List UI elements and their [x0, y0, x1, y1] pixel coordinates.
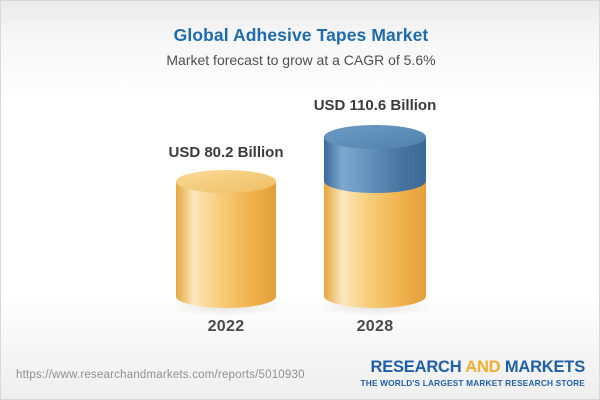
- logo-tagline: THE WORLD'S LARGEST MARKET RESEARCH STOR…: [360, 377, 585, 388]
- year-label-2028: 2028: [356, 318, 394, 335]
- logo-word-and: AND: [465, 358, 501, 376]
- value-label-2022: USD 80.2 Billion: [168, 144, 284, 161]
- page-title: Global Adhesive Tapes Market: [173, 25, 429, 45]
- cylinder-bar-2028: [324, 125, 426, 308]
- report-url: https://www.researchandmarkets.com/repor…: [16, 369, 305, 381]
- logo-word-research: RESEARCH: [370, 358, 462, 376]
- research-and-markets-logo: RESEARCH AND MARKETS THE WORLD'S LARGEST…: [360, 359, 586, 388]
- value-label-2028: USD 110.6 Billion: [313, 97, 437, 114]
- cylinder-bar-2022: [176, 170, 276, 308]
- logo-wordmark: RESEARCH AND MARKETS: [361, 359, 585, 376]
- chart-subtitle: Market forecast to grow at a CAGR of 5.6…: [166, 52, 436, 68]
- year-label-2022: 2022: [207, 318, 245, 335]
- logo-word-markets: MARKETS: [504, 358, 585, 376]
